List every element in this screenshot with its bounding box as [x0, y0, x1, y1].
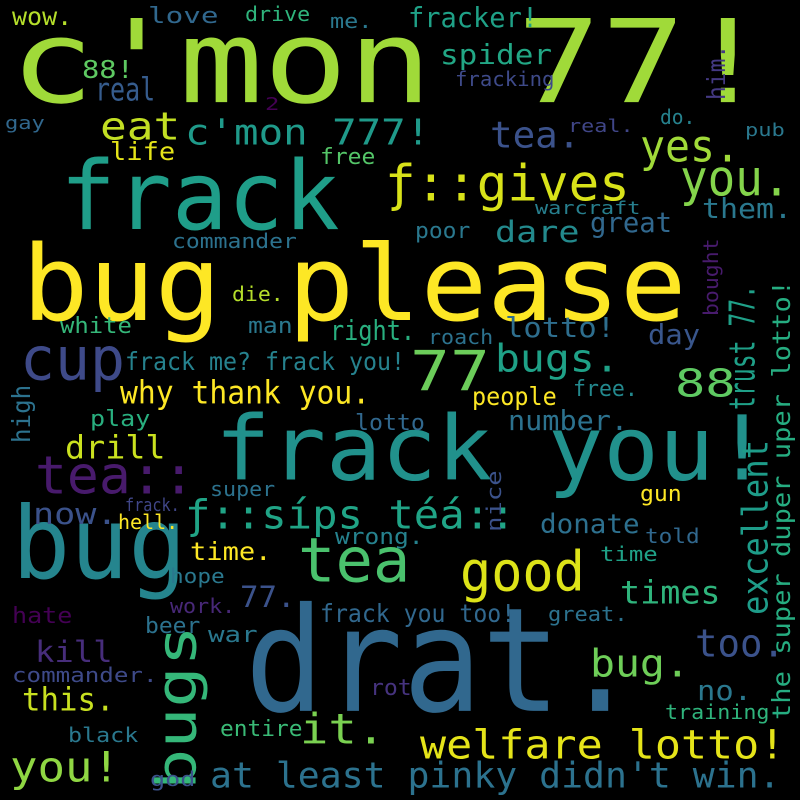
- word-hell: hell.: [118, 510, 179, 535]
- word-frack: frack.: [125, 494, 180, 517]
- word-tea: tea::: [35, 444, 195, 507]
- word-number: number.: [508, 404, 629, 438]
- word-at-least-pinky-didn-t-win: at least pinky didn't win.: [210, 754, 781, 797]
- word-yes: yes.: [640, 120, 740, 174]
- word-cup: cup: [20, 324, 125, 395]
- word-day: day: [648, 318, 701, 352]
- word-the-super-duper-uper-lotto: the super duper uper lotto!: [766, 279, 797, 720]
- word-bugs: bugs: [145, 625, 210, 790]
- word-great: great: [590, 206, 673, 240]
- word-roach: roach: [428, 325, 494, 350]
- word-him: him.: [701, 44, 732, 100]
- word-why-thank-you: why thank you.: [120, 374, 371, 413]
- word-hope: hope: [170, 564, 225, 589]
- word-lotto: lotto!: [505, 311, 616, 345]
- word-drive: drive: [245, 2, 311, 27]
- word-nice: nice: [482, 470, 507, 532]
- word-work: work.: [170, 594, 236, 619]
- word-drat: drat.: [245, 577, 640, 746]
- word-bought: bought: [699, 238, 724, 316]
- word-bug: bug: [12, 486, 187, 603]
- word-wow: wow.: [12, 1, 73, 32]
- word-it: it.: [300, 705, 386, 755]
- word-rot: rot: [370, 674, 412, 701]
- word-war: war: [208, 621, 258, 648]
- word-beer: beer: [145, 612, 201, 639]
- word-this: this.: [22, 681, 115, 720]
- word-warcraft: warcraft: [535, 197, 641, 220]
- word-gun: gun: [640, 480, 682, 507]
- word-frack-you: frack you!: [215, 397, 770, 502]
- word-die: die.: [232, 282, 284, 307]
- word-no: no.: [697, 674, 753, 708]
- word-bug-please: bug please: [22, 222, 687, 346]
- word-welfare-lotto: welfare lotto!: [420, 721, 786, 769]
- word-commander: commander: [172, 229, 297, 254]
- word-free: free: [320, 143, 376, 170]
- word-times: times: [620, 574, 721, 613]
- word-you: you.: [680, 150, 791, 209]
- word-poor: poor: [415, 217, 471, 244]
- word-trust-77: trust 77.: [721, 284, 764, 410]
- word-kill: kill: [35, 634, 113, 670]
- word-s-ps-t: ƒ::síps téá::: [185, 491, 516, 539]
- word-frack-me-frack-you: frack me? frack you!: [125, 346, 405, 377]
- word-real: real.: [568, 115, 634, 138]
- word-eat: eat: [100, 104, 181, 150]
- word-hate: hate: [12, 602, 73, 629]
- word-bugs: bugs.: [495, 336, 620, 382]
- word-dare: dare: [495, 214, 580, 250]
- word-tea: tea.: [490, 114, 581, 158]
- word-77: 77.: [240, 579, 296, 615]
- word-them: them.: [702, 192, 793, 226]
- word-do: do.: [660, 105, 696, 130]
- word-88: 88!: [82, 54, 134, 85]
- word-white: white: [60, 312, 132, 339]
- word-right: right.: [330, 314, 416, 348]
- word-love: love: [148, 2, 219, 29]
- word-bug: bug.: [590, 641, 690, 687]
- word-tea: tea: [298, 523, 411, 597]
- word-life: life: [110, 136, 176, 167]
- word-play: play: [90, 405, 151, 432]
- word-frack: frack: [60, 141, 340, 253]
- word-frack-you-too: frack you too!: [320, 598, 516, 629]
- word-time: time: [600, 542, 658, 567]
- word-real: real: [95, 71, 156, 110]
- word-time: time.: [190, 536, 272, 567]
- word-great: great.: [548, 602, 628, 627]
- word-drill: drill: [65, 429, 166, 468]
- word-c-mon-77: c'mon 77!: [10, 0, 770, 130]
- word-fracking: fracking: [455, 67, 555, 92]
- word-gives: ƒ::gives: [385, 155, 630, 214]
- word-too: too.: [695, 621, 785, 667]
- word-high: high: [6, 384, 37, 443]
- word-now: now.: [33, 496, 118, 532]
- word-people: people: [472, 381, 557, 412]
- word-wrong: wrong.: [335, 523, 424, 550]
- word-free: free.: [573, 375, 638, 402]
- word-commander: commander.: [12, 663, 158, 688]
- word-c-mon-777: c'mon 777!: [185, 111, 431, 154]
- word-gay: gay: [5, 112, 45, 135]
- word-black: black: [68, 723, 139, 748]
- word-2: 2: [265, 93, 280, 116]
- word-77: 77: [410, 340, 490, 405]
- word-88: 88: [675, 361, 736, 407]
- word-fracker: fracker!: [408, 1, 539, 35]
- word-man: man: [248, 312, 293, 339]
- word-good: good: [460, 540, 585, 605]
- word-lotto: lotto: [355, 409, 425, 436]
- word-you: you!: [10, 743, 121, 793]
- word-spider: spider: [440, 38, 553, 72]
- word-me: me.: [330, 9, 373, 34]
- word-told: told: [645, 524, 700, 549]
- word-pub: pub: [745, 119, 785, 142]
- word-training: training: [665, 700, 770, 725]
- word-entire: entire: [220, 715, 303, 742]
- word-super: super: [210, 477, 276, 502]
- word-donate: donate: [540, 508, 640, 541]
- word-god: god: [150, 767, 196, 792]
